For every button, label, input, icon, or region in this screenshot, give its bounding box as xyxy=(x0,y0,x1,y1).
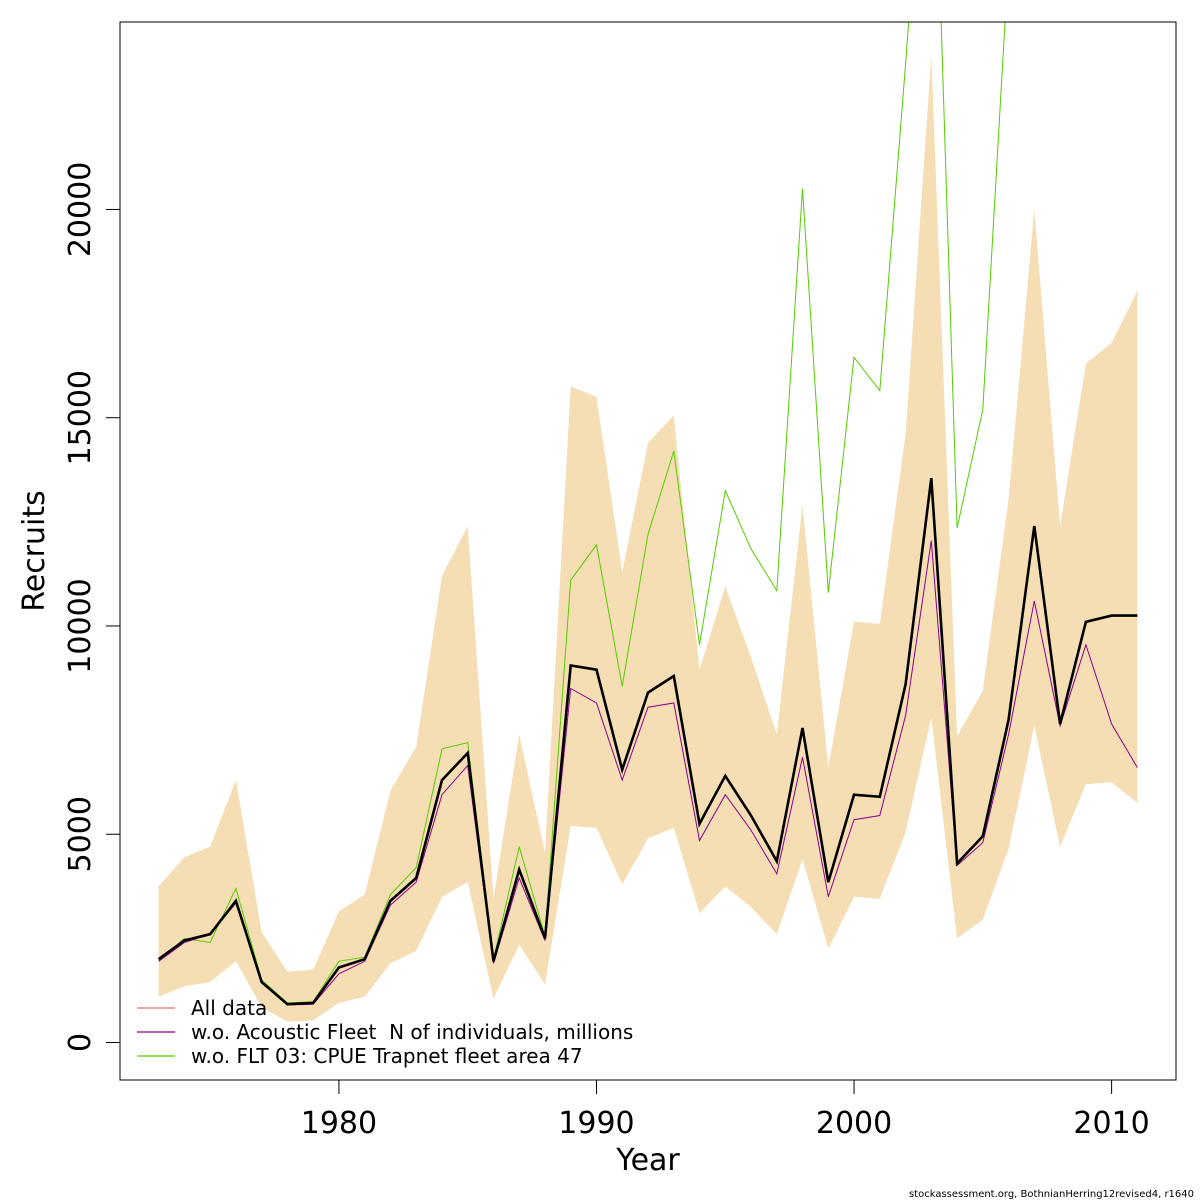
series-lines xyxy=(157,22,1138,1006)
series-line-all-data xyxy=(157,477,1138,1006)
legend-label-wo-flt03: w.o. FLT 03: CPUE Trapnet fleet area 47 xyxy=(191,1044,583,1068)
x-axis-title: Year xyxy=(615,1143,680,1178)
y-tick-label: 20000 xyxy=(63,162,98,257)
y-tick-label: 15000 xyxy=(63,370,98,465)
y-axis-title: Recruits xyxy=(17,490,52,612)
series-line-wo-acoustic-fleet xyxy=(158,540,1138,1006)
y-axis: 0 5000 10000 15000 20000 xyxy=(63,162,121,1052)
y-tick-label: 5000 xyxy=(63,796,98,872)
x-axis: 1980 1990 2000 2010 xyxy=(301,1079,1150,1141)
confidence-band xyxy=(158,55,1138,1022)
x-tick-label: 1990 xyxy=(558,1106,634,1141)
legend-label-all-data: All data xyxy=(191,996,267,1020)
y-tick-label: 10000 xyxy=(63,578,98,673)
x-tick-label: 2010 xyxy=(1073,1106,1149,1141)
x-tick-label: 2000 xyxy=(816,1106,892,1141)
y-tick-label: 0 xyxy=(63,1033,98,1052)
legend: All data w.o. Acoustic Fleet N of indivi… xyxy=(137,996,633,1068)
x-tick-label: 1980 xyxy=(301,1106,377,1141)
legend-label-wo-acoustic-fleet: w.o. Acoustic Fleet N of individuals, mi… xyxy=(191,1020,633,1044)
footer-credit: stockassessment.org, BothnianHerring12re… xyxy=(909,1189,1194,1200)
